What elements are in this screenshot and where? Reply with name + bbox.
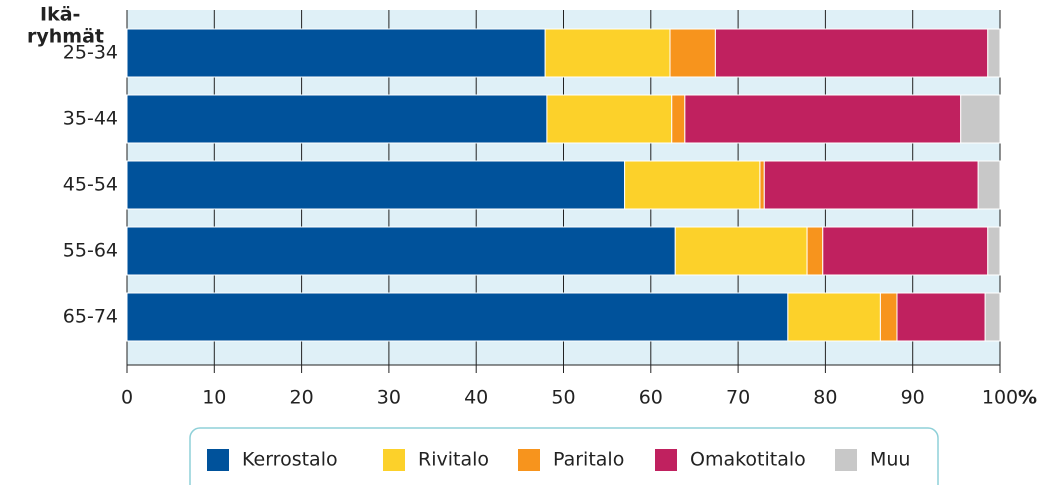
bar-segment — [984, 292, 1001, 342]
bar-segment — [546, 94, 673, 144]
bar-segment — [126, 160, 626, 210]
legend-swatch — [383, 449, 405, 471]
x-unit: % — [1018, 387, 1037, 409]
legend-swatch — [207, 449, 229, 471]
bar-segment — [759, 160, 765, 210]
x-tick-label: 50 — [551, 387, 575, 409]
legend-label: Muu — [870, 449, 910, 471]
bar-segment — [669, 28, 716, 78]
legend-swatch — [518, 449, 540, 471]
y-tick-label: 25-34 — [63, 42, 118, 64]
bar-segment — [126, 226, 676, 276]
bar-segment — [624, 160, 761, 210]
x-tick-label: 100 — [982, 387, 1018, 409]
legend-box — [189, 427, 939, 485]
bar-segment — [806, 226, 824, 276]
legend-label: Kerrostalo — [242, 449, 338, 471]
x-tick-label: 20 — [290, 387, 314, 409]
bar-segment — [671, 94, 686, 144]
bar-segment — [822, 226, 989, 276]
legend-label: Rivitalo — [418, 449, 489, 471]
x-tick-label: 30 — [377, 387, 401, 409]
legend-label: Omakotitalo — [690, 449, 806, 471]
legend-swatch — [655, 449, 677, 471]
bar-segment — [896, 292, 986, 342]
bar-segment — [763, 160, 979, 210]
legend-label: Paritalo — [553, 449, 624, 471]
bar-segment — [879, 292, 898, 342]
bar-segment — [787, 292, 881, 342]
bar-segment — [126, 28, 546, 78]
bar-segment — [987, 226, 1001, 276]
bar-segment — [674, 226, 808, 276]
x-tick-label: 10 — [202, 387, 226, 409]
x-tick-label: 80 — [813, 387, 837, 409]
y-axis-title: Ikä- — [40, 4, 80, 26]
x-tick-label: 90 — [901, 387, 925, 409]
y-tick-label: 35-44 — [63, 108, 118, 130]
bar-segment — [960, 94, 1001, 144]
x-tick-label: 60 — [639, 387, 663, 409]
y-axis-title: ryhmät — [27, 26, 104, 48]
x-tick-label: 0 — [121, 387, 133, 409]
bar-segment — [987, 28, 1001, 78]
legend-swatch — [835, 449, 857, 471]
bar-segment — [126, 94, 548, 144]
y-tick-label: 45-54 — [63, 174, 118, 196]
x-tick-label: 70 — [726, 387, 750, 409]
x-tick-label: 40 — [464, 387, 488, 409]
bar-segment — [684, 94, 962, 144]
bar-segment — [544, 28, 671, 78]
bar-segment — [714, 28, 989, 78]
y-tick-label: 65-74 — [63, 306, 118, 328]
bar-segment — [977, 160, 1001, 210]
y-tick-label: 55-64 — [63, 240, 118, 262]
bar-segment — [126, 292, 789, 342]
